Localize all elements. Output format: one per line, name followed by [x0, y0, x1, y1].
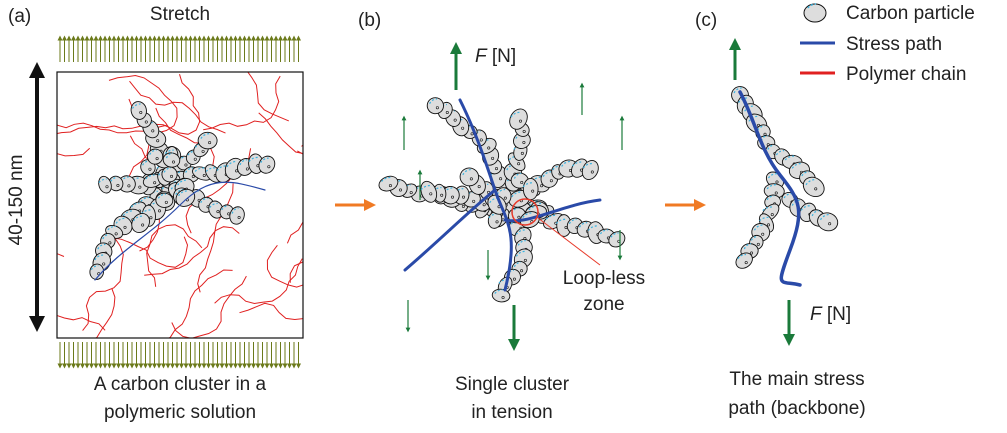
polymer-chain: [290, 262, 390, 283]
polymer-chain: [297, 151, 342, 239]
polymer-chain: [36, 289, 115, 349]
legend-label: Carbon particle: [846, 3, 975, 24]
legend-label: Stress path: [846, 34, 942, 55]
backbone: [731, 86, 840, 271]
figure: (a) Stretch 40-150 nm A carbon cluster i…: [0, 0, 1007, 433]
panel-label: (c): [695, 10, 717, 31]
polymer-chain: [267, 245, 345, 287]
caption: The main stress: [729, 369, 864, 390]
polymer-chain: [215, 259, 303, 304]
force-symbol: F: [810, 304, 823, 325]
polymer-chain: [172, 276, 247, 338]
legend-particle-icon: [804, 4, 826, 22]
panel-label: (b): [358, 10, 381, 31]
force-symbol: F: [475, 46, 488, 67]
polymer-chain: [0, 323, 51, 397]
panel-c: [731, 44, 840, 340]
panel-a: [0, 0, 394, 397]
caption: path (backbone): [728, 398, 865, 419]
polymer-chain: [259, 108, 323, 154]
legend-label: Polymer chain: [846, 64, 966, 85]
scale-label: 40-150 nm: [6, 155, 27, 246]
force-unit: [N]: [492, 46, 516, 67]
polymer-chain: [7, 285, 106, 330]
force-label: F [N]: [810, 304, 851, 325]
polymer-chain: [147, 225, 202, 287]
force-label: F [N]: [475, 46, 516, 67]
stretch-label: Stretch: [150, 4, 210, 25]
caption: Single cluster: [455, 374, 570, 395]
panel-label: (a): [8, 6, 31, 27]
annotation: Loop-less: [563, 268, 645, 289]
force-unit: [N]: [827, 304, 851, 325]
caption: in tension: [471, 402, 552, 423]
polymer-chain: [203, 76, 280, 130]
legend: Carbon particle Stress path Polymer chai…: [800, 3, 975, 85]
caption: A carbon cluster in a: [94, 374, 267, 395]
polymer-chain: [240, 303, 324, 353]
annotation: zone: [583, 294, 624, 315]
polymer-chain: [302, 99, 395, 147]
caption: polymeric solution: [104, 402, 256, 423]
polymer-chain: [144, 227, 239, 276]
carbon-particle: [198, 132, 218, 149]
polymer-chain: [64, 0, 148, 65]
carbon-particle: [523, 178, 538, 199]
